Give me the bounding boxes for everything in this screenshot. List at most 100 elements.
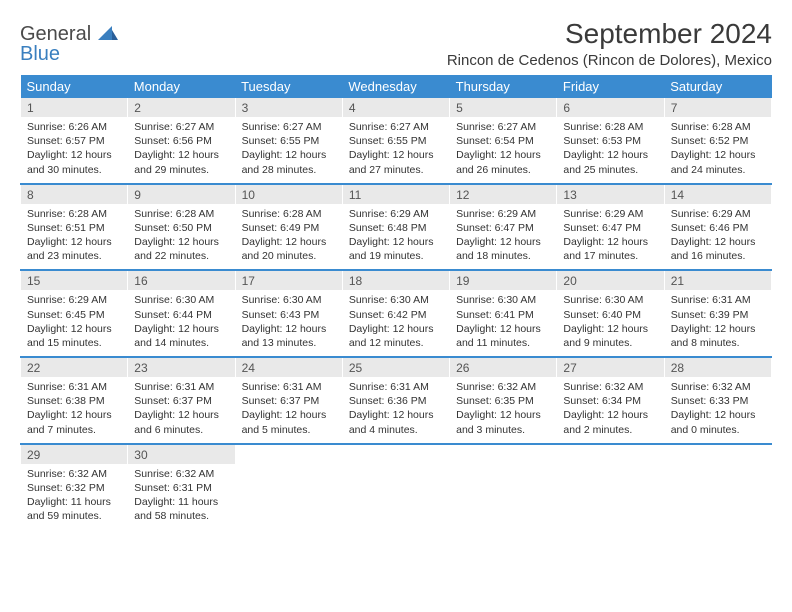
sunset-value: 6:40 PM: [602, 309, 641, 321]
calendar-day-cell: 4Sunrise: 6:27 AMSunset: 6:55 PMDaylight…: [342, 98, 449, 184]
sunset-value: 6:42 PM: [387, 309, 426, 321]
sunset-value: 6:41 PM: [495, 309, 534, 321]
sunrise-value: 6:28 AM: [176, 208, 215, 220]
sunset-value: 6:48 PM: [387, 222, 426, 234]
day-number-empty: [450, 445, 556, 464]
calendar-day-cell: 27Sunrise: 6:32 AMSunset: 6:34 PMDayligh…: [557, 357, 664, 444]
day-details: Sunrise: 6:27 AMSunset: 6:55 PMDaylight:…: [236, 117, 342, 183]
day-body-empty: [557, 464, 663, 526]
sunset-value: 6:33 PM: [709, 395, 748, 407]
calendar-day-cell: 6Sunrise: 6:28 AMSunset: 6:53 PMDaylight…: [557, 98, 664, 184]
sunset-label: Sunset:: [456, 309, 492, 321]
sunrise-value: 6:29 AM: [605, 208, 644, 220]
sunrise-value: 6:27 AM: [390, 121, 429, 133]
day-details: Sunrise: 6:29 AMSunset: 6:45 PMDaylight:…: [21, 290, 127, 356]
sunrise-value: 6:29 AM: [68, 294, 107, 306]
day-number: 23: [128, 358, 234, 377]
weekday-sunday: Sunday: [21, 75, 128, 98]
sunset-value: 6:31 PM: [173, 482, 212, 494]
sunrise-label: Sunrise:: [671, 121, 710, 133]
sunset-value: 6:54 PM: [495, 135, 534, 147]
sunset-value: 6:46 PM: [709, 222, 748, 234]
day-number: 21: [665, 271, 771, 290]
sunrise-label: Sunrise:: [671, 208, 710, 220]
sunrise-value: 6:28 AM: [712, 121, 751, 133]
calendar-table: Sunday Monday Tuesday Wednesday Thursday…: [20, 75, 772, 529]
sunrise-label: Sunrise:: [27, 121, 66, 133]
title-block: September 2024 Rincon de Cedenos (Rincon…: [447, 18, 772, 69]
calendar-day-cell: 19Sunrise: 6:30 AMSunset: 6:41 PMDayligh…: [450, 270, 557, 357]
daylight-label: Daylight:: [134, 323, 175, 335]
sunset-label: Sunset:: [27, 482, 63, 494]
day-details: Sunrise: 6:29 AMSunset: 6:47 PMDaylight:…: [450, 204, 556, 270]
logo-word-blue: Blue: [20, 43, 60, 65]
sunset-value: 6:55 PM: [387, 135, 426, 147]
calendar-day-cell: 12Sunrise: 6:29 AMSunset: 6:47 PMDayligh…: [450, 184, 557, 271]
daylight-label: Daylight:: [456, 149, 497, 161]
sunset-value: 6:53 PM: [602, 135, 641, 147]
calendar-week-row: 22Sunrise: 6:31 AMSunset: 6:38 PMDayligh…: [21, 357, 772, 444]
sunrise-value: 6:28 AM: [68, 208, 107, 220]
sunset-label: Sunset:: [242, 395, 278, 407]
sunrise-label: Sunrise:: [27, 208, 66, 220]
daylight-label: Daylight:: [671, 149, 712, 161]
sunrise-value: 6:29 AM: [390, 208, 429, 220]
weekday-wednesday: Wednesday: [342, 75, 449, 98]
daylight-label: Daylight:: [27, 409, 68, 421]
sunrise-value: 6:27 AM: [283, 121, 322, 133]
sunrise-label: Sunrise:: [456, 294, 495, 306]
sunrise-label: Sunrise:: [563, 381, 602, 393]
day-details: Sunrise: 6:28 AMSunset: 6:51 PMDaylight:…: [21, 204, 127, 270]
sunset-label: Sunset:: [563, 395, 599, 407]
day-number: 29: [21, 445, 127, 464]
day-number: 11: [343, 185, 449, 204]
sunrise-value: 6:32 AM: [176, 468, 215, 480]
calendar-day-cell: [557, 444, 664, 530]
daylight-label: Daylight:: [671, 409, 712, 421]
daylight-label: Daylight:: [349, 323, 390, 335]
calendar-day-cell: 13Sunrise: 6:29 AMSunset: 6:47 PMDayligh…: [557, 184, 664, 271]
day-details: Sunrise: 6:27 AMSunset: 6:56 PMDaylight:…: [128, 117, 234, 183]
sunrise-value: 6:32 AM: [605, 381, 644, 393]
daylight-label: Daylight:: [563, 323, 604, 335]
day-number: 8: [21, 185, 127, 204]
calendar-day-cell: [664, 444, 771, 530]
day-body-empty: [343, 464, 449, 526]
sunset-value: 6:43 PM: [280, 309, 319, 321]
daylight-label: Daylight:: [242, 149, 283, 161]
day-number: 7: [665, 98, 771, 117]
sunset-value: 6:37 PM: [280, 395, 319, 407]
day-number-empty: [557, 445, 663, 464]
day-number: 14: [665, 185, 771, 204]
day-details: Sunrise: 6:32 AMSunset: 6:34 PMDaylight:…: [557, 377, 663, 443]
day-number: 4: [343, 98, 449, 117]
weekday-monday: Monday: [128, 75, 235, 98]
sunset-label: Sunset:: [671, 222, 707, 234]
day-number: 20: [557, 271, 663, 290]
daylight-label: Daylight:: [134, 149, 175, 161]
calendar-day-cell: 7Sunrise: 6:28 AMSunset: 6:52 PMDaylight…: [664, 98, 771, 184]
calendar-day-cell: 29Sunrise: 6:32 AMSunset: 6:32 PMDayligh…: [21, 444, 128, 530]
day-details: Sunrise: 6:26 AMSunset: 6:57 PMDaylight:…: [21, 117, 127, 183]
sunrise-value: 6:26 AM: [68, 121, 107, 133]
sunset-label: Sunset:: [456, 222, 492, 234]
calendar-day-cell: 2Sunrise: 6:27 AMSunset: 6:56 PMDaylight…: [128, 98, 235, 184]
day-number: 12: [450, 185, 556, 204]
calendar-day-cell: 22Sunrise: 6:31 AMSunset: 6:38 PMDayligh…: [21, 357, 128, 444]
day-details: Sunrise: 6:31 AMSunset: 6:39 PMDaylight:…: [665, 290, 771, 356]
sunrise-value: 6:29 AM: [712, 208, 751, 220]
sunset-value: 6:45 PM: [66, 309, 105, 321]
daylight-label: Daylight:: [242, 323, 283, 335]
sunset-label: Sunset:: [671, 135, 707, 147]
sunrise-value: 6:32 AM: [712, 381, 751, 393]
sunset-value: 6:50 PM: [173, 222, 212, 234]
day-number: 17: [236, 271, 342, 290]
sunset-label: Sunset:: [134, 222, 170, 234]
day-number: 10: [236, 185, 342, 204]
day-number: 9: [128, 185, 234, 204]
calendar-week-row: 1Sunrise: 6:26 AMSunset: 6:57 PMDaylight…: [21, 98, 772, 184]
daylight-label: Daylight:: [456, 236, 497, 248]
sunset-label: Sunset:: [27, 222, 63, 234]
calendar-week-row: 8Sunrise: 6:28 AMSunset: 6:51 PMDaylight…: [21, 184, 772, 271]
sunrise-label: Sunrise:: [456, 121, 495, 133]
